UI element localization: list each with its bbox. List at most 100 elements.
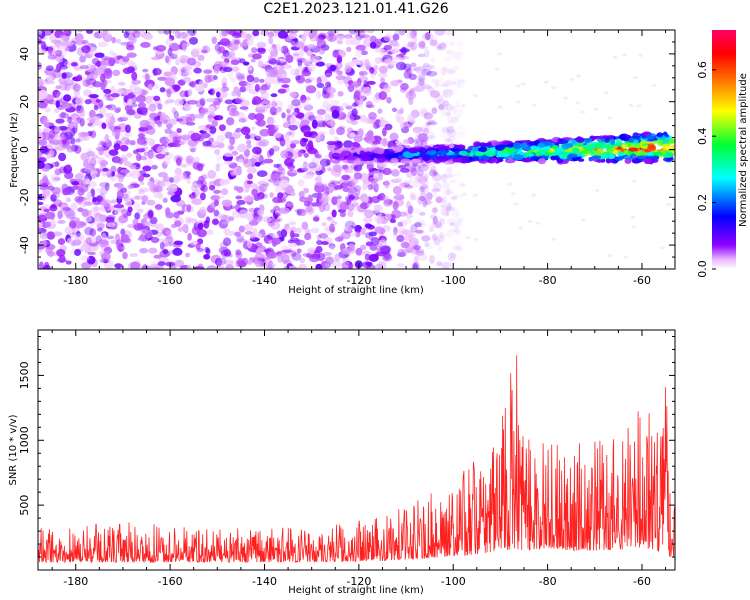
heatmap-cell xyxy=(243,158,252,168)
colorbar-tick-label: 0.6 xyxy=(696,61,709,79)
heatmap-cell xyxy=(156,180,166,188)
heatmap-cell xyxy=(123,160,131,167)
heatmap-cell xyxy=(199,192,206,201)
heatmap-cell xyxy=(447,116,453,124)
heatmap-cell xyxy=(315,263,323,269)
heatmap-cell xyxy=(95,187,102,194)
heatmap-cell xyxy=(419,211,426,216)
heatmap-cell xyxy=(444,137,451,143)
heatmap-cell xyxy=(102,94,109,101)
heatmap-cell xyxy=(95,99,101,103)
heatmap-cell xyxy=(186,218,198,223)
heatmap-cell xyxy=(394,140,402,145)
heatmap-cell xyxy=(222,237,232,246)
heatmap-cell xyxy=(537,143,546,148)
heatmap-cell xyxy=(427,191,433,200)
heatmap-cell xyxy=(457,256,464,261)
heatmap-cell xyxy=(286,202,294,207)
heatmap-cell xyxy=(248,112,257,120)
heatmap-cell xyxy=(170,194,182,203)
heatmap-cell xyxy=(384,180,390,189)
heatmap-cell xyxy=(410,167,417,177)
heatmap-cell xyxy=(221,220,230,225)
heatmap-cell xyxy=(445,111,451,117)
heatmap-cell xyxy=(395,61,407,71)
heatmap-cell xyxy=(390,48,400,54)
heatmap-cell xyxy=(76,104,82,112)
heatmap-cell xyxy=(212,75,218,81)
heatmap-cell xyxy=(187,232,192,241)
heatmap-cell xyxy=(299,257,306,264)
heatmap-cell xyxy=(156,145,166,154)
heatmap-cell xyxy=(203,69,213,74)
heatmap-cell xyxy=(363,136,373,142)
heatmap-cell xyxy=(246,74,255,83)
heatmap-cell xyxy=(296,75,305,84)
heatmap-cell xyxy=(297,59,303,67)
heatmap-cell xyxy=(391,169,400,177)
heatmap-cell xyxy=(621,143,629,150)
heatmap-cell xyxy=(632,75,638,79)
heatmap-cell xyxy=(347,203,355,212)
heatmap-cell xyxy=(371,236,380,246)
heatmap-cell xyxy=(450,253,458,260)
heatmap-cell xyxy=(333,171,340,178)
heatmap-cell xyxy=(670,144,675,150)
heatmap-cell xyxy=(144,73,150,81)
heatmap-cell xyxy=(431,107,438,115)
heatmap-cell xyxy=(669,138,675,144)
heatmap-cell xyxy=(94,52,105,58)
heatmap-cell xyxy=(315,181,323,187)
heatmap-cell xyxy=(143,151,150,157)
heatmap-cell xyxy=(157,76,168,81)
heatmap-cell xyxy=(280,45,289,54)
heatmap-cell xyxy=(362,183,368,191)
heatmap-cell xyxy=(454,213,461,221)
colorbar-tick-label: 0.4 xyxy=(696,127,709,145)
heatmap-cell xyxy=(238,158,244,164)
heatmap-cell xyxy=(294,41,305,49)
heatmap-cell xyxy=(254,161,261,167)
heatmap-cell xyxy=(343,76,353,85)
heatmap-cell xyxy=(248,220,259,226)
heatmap-cell xyxy=(412,180,420,188)
heatmap-cell xyxy=(127,206,133,213)
colorbar-tick-label: 0.2 xyxy=(696,194,709,212)
heatmap-cell xyxy=(429,39,438,47)
heatmap-cell xyxy=(631,179,637,183)
heatmap-cell xyxy=(75,104,84,114)
heatmap-cell xyxy=(567,153,578,158)
heatmap-cell xyxy=(64,118,76,123)
heatmap-cell xyxy=(409,175,416,182)
heatmap-cell xyxy=(448,143,455,149)
heatmap-cell xyxy=(60,201,69,211)
heatmap-cell xyxy=(456,52,463,59)
heatmap-cell xyxy=(214,61,223,68)
heatmap-cell xyxy=(275,106,283,113)
heatmap-cell xyxy=(517,226,523,230)
heatmap-cell xyxy=(428,226,435,233)
heatmap-cell xyxy=(63,94,72,102)
heatmap-cell xyxy=(273,132,282,138)
heatmap-cell xyxy=(271,145,280,152)
heatmap-cell xyxy=(351,81,362,87)
heatmap-cell xyxy=(145,137,154,143)
heatmap-cell xyxy=(270,171,281,181)
heatmap-cell xyxy=(373,205,384,212)
heatmap-cell xyxy=(433,182,442,192)
heatmap-cell xyxy=(218,246,229,254)
heatmap-cell xyxy=(163,71,175,78)
heatmap-cell xyxy=(59,81,68,91)
heatmap-cell xyxy=(60,111,66,119)
heatmap-cell xyxy=(320,241,329,245)
heatmap-cell xyxy=(349,132,356,138)
heatmap-cell xyxy=(129,164,137,170)
heatmap-cell xyxy=(422,198,428,208)
heatmap-cell xyxy=(271,101,277,107)
heatmap-cell xyxy=(110,92,120,98)
heatmap-cell xyxy=(186,162,194,167)
heatmap-cell xyxy=(447,217,455,226)
heatmap-cell xyxy=(252,77,260,83)
heatmap-cell xyxy=(234,231,241,237)
heatmap-cell xyxy=(57,210,63,220)
